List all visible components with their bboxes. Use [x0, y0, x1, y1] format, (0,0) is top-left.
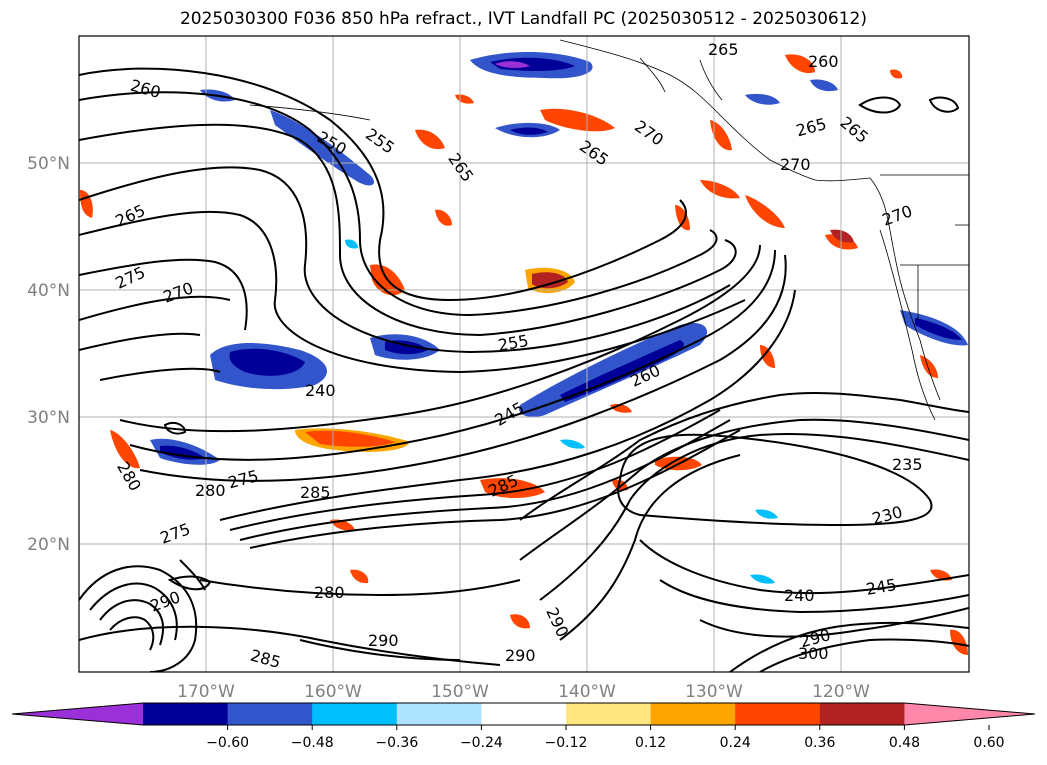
- contour-label: 235: [892, 455, 923, 474]
- map-title: 2025030300 F036 850 hPa refract., IVT La…: [179, 9, 867, 29]
- colorbar-tick-label: −0.12: [545, 735, 588, 751]
- longitude-labels: 170°W 160°W 150°W 140°W 130°W 120°W: [177, 682, 870, 702]
- contour-label: 280: [195, 481, 226, 500]
- contour-label: 290: [505, 646, 536, 665]
- lat-label: 20°N: [27, 535, 70, 555]
- contour-label: 280: [314, 583, 345, 602]
- contour-label: 290: [368, 631, 399, 650]
- colorbar-tick-label: 0.12: [635, 735, 666, 751]
- colorbar: −0.60 −0.48 −0.36 −0.24 −0.12 0.12 0.24 0.36 0.4…: [11, 702, 1036, 751]
- lon-label: 130°W: [685, 682, 743, 702]
- colorbar-segment: [481, 703, 567, 725]
- colorbar-tick-label: −0.60: [206, 735, 249, 751]
- latitude-labels: 50°N 40°N 30°N 20°N: [27, 154, 70, 555]
- lat-label: 30°N: [27, 408, 70, 428]
- colorbar-segment: [227, 703, 313, 725]
- lon-label: 120°W: [812, 682, 870, 702]
- colorbar-outline: [11, 702, 1036, 726]
- colorbar-segment: [566, 703, 652, 725]
- refractivity-contours: [79, 67, 969, 672]
- colorbar-extend-low: [12, 703, 143, 725]
- colorbar-tick-label: −0.48: [291, 735, 334, 751]
- colorbar-tick-label: 0.24: [720, 735, 751, 751]
- lon-label: 170°W: [177, 682, 235, 702]
- colorbar-tick-label: 0.48: [889, 735, 920, 751]
- colorbar-tick-label: 0.36: [804, 735, 835, 751]
- contour-label: 260: [808, 52, 839, 71]
- colorbar-segment: [819, 703, 905, 725]
- map-frame: [78, 35, 970, 673]
- colorbar-segment: [143, 703, 229, 725]
- contour-label: 265: [708, 40, 739, 59]
- colorbar-tick-label: −0.36: [375, 735, 418, 751]
- coastlines: [249, 39, 969, 421]
- colorbar-extend-high: [904, 703, 1035, 725]
- shaded-anomalies: [80, 51, 968, 655]
- colorbar-tick-label: −0.24: [460, 735, 503, 751]
- lat-label: 40°N: [27, 281, 70, 301]
- colorbar-segment: [735, 703, 821, 725]
- colorbar-tick-label: 0.60: [973, 735, 1004, 751]
- lon-label: 150°W: [431, 682, 489, 702]
- colorbar-segment: [312, 703, 398, 725]
- contour-label: 240: [784, 586, 815, 605]
- contour-label: 270: [780, 155, 811, 174]
- contour-label: 285: [300, 483, 331, 502]
- lat-label: 50°N: [27, 154, 70, 174]
- contour-label: 240: [305, 381, 336, 400]
- lon-label: 160°W: [304, 682, 362, 702]
- graticule: [79, 36, 969, 672]
- colorbar-segment: [650, 703, 736, 725]
- lon-label: 140°W: [558, 682, 616, 702]
- contour-label: 300: [798, 644, 829, 663]
- colorbar-segment: [396, 703, 482, 725]
